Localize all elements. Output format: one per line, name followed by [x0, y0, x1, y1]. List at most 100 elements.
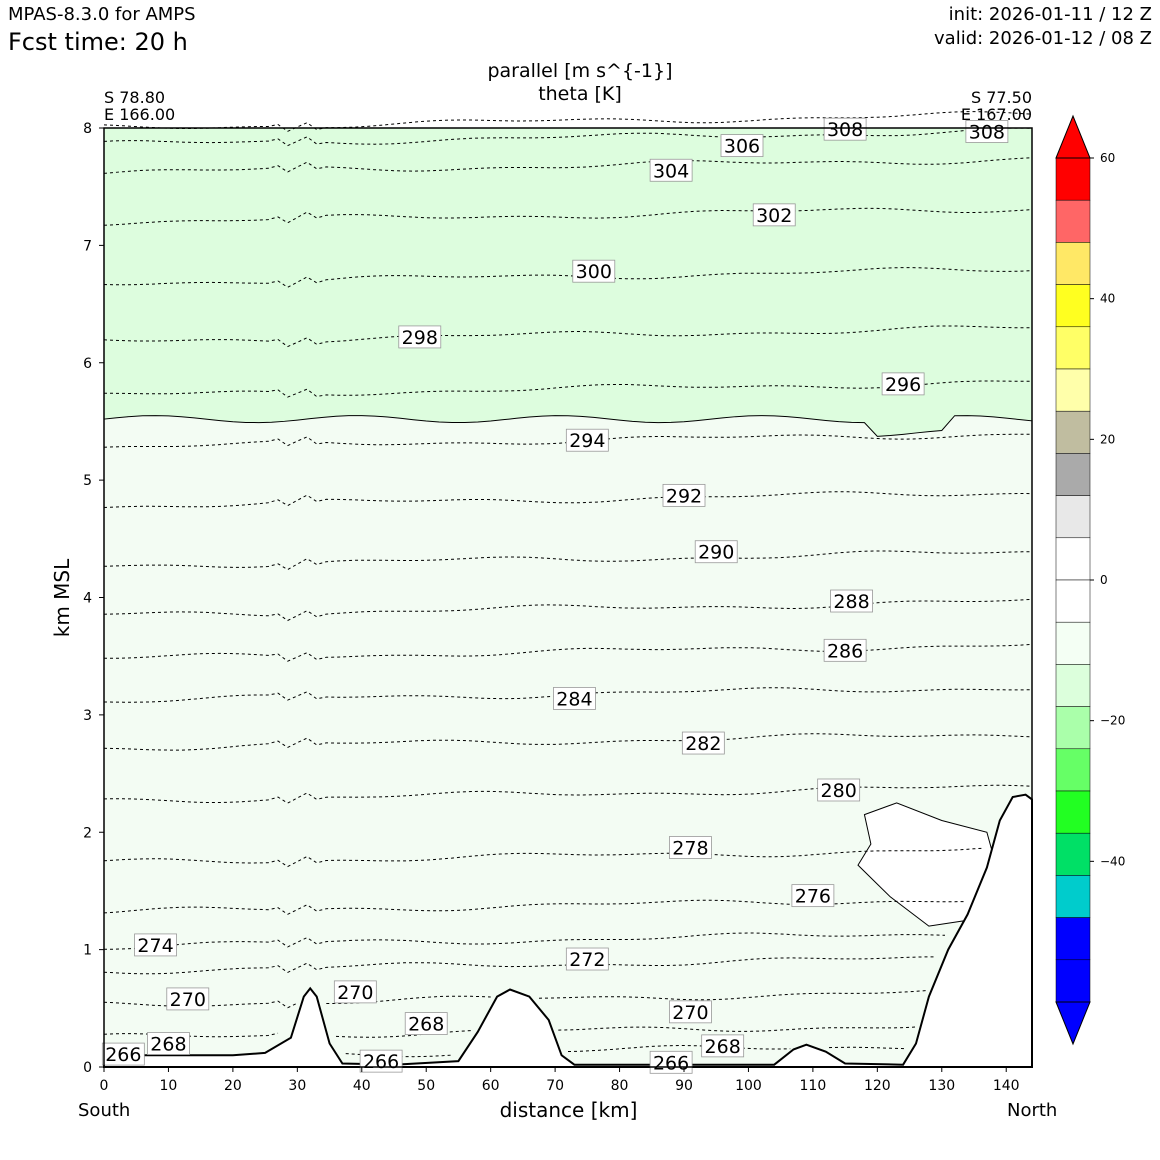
x-tick-label: 30	[288, 1078, 306, 1094]
chart-title-theta: theta [K]	[538, 83, 622, 105]
contour-label: 308	[969, 122, 1005, 144]
contour-label: 270	[170, 989, 206, 1011]
axes-layer: 0 10 20 30 40 50 60 70 80 90 100 110 120 130 140 0 1 2 3 4 5…	[83, 121, 1033, 1094]
x-tick-label: 90	[675, 1078, 693, 1094]
theta-contour-302	[103, 207, 1033, 226]
theta-contour-300	[103, 267, 1033, 288]
contour-label: 274	[137, 935, 173, 957]
colorbar-tick-label: 0	[1100, 573, 1108, 587]
contour-label-box	[565, 428, 609, 452]
colorbar-segment	[1055, 410, 1091, 454]
x-tick-label: 0	[100, 1078, 109, 1094]
end-longitude: E 167.00	[960, 105, 1032, 124]
theta-contour-306	[103, 127, 1033, 147]
contour-label-box	[649, 1050, 693, 1074]
y-tick-label: 1	[83, 943, 92, 959]
x-tick-label: 40	[353, 1078, 371, 1094]
theta-contour-272	[103, 956, 936, 975]
init-time: init: 2026-01-11 / 12 Z	[948, 4, 1152, 25]
contour-label-box	[965, 120, 1009, 143]
contour-label-box	[398, 325, 442, 349]
theta-contour-298	[103, 325, 1033, 348]
x-tick-label: 70	[546, 1078, 564, 1094]
theta-contour-layer	[103, 111, 1033, 1058]
theta-contour-292	[103, 491, 1033, 508]
colorbar-segment	[1055, 621, 1091, 665]
colorbar-segment	[1055, 748, 1091, 792]
contour-label: 276	[795, 886, 831, 908]
contour-label-box	[404, 1012, 448, 1035]
contour-label-box	[333, 980, 377, 1004]
y-tick-label: 8	[83, 121, 92, 137]
contour-label: 270	[672, 1002, 708, 1024]
y-tick-label: 2	[83, 825, 92, 841]
colorbar-segment	[1055, 326, 1091, 370]
contour-label: 266	[363, 1051, 399, 1073]
colorbar-extend-top	[1055, 114, 1091, 159]
colorbar-segment	[1055, 242, 1091, 285]
contour-label: 288	[833, 591, 869, 613]
contour-label-box	[694, 540, 738, 564]
theta-contour-280	[103, 784, 1033, 804]
contour-label-box	[565, 947, 609, 971]
contour-label: 278	[672, 838, 708, 860]
theta-contour-278	[103, 847, 984, 868]
contour-label: 298	[402, 327, 438, 349]
theta-contour-296	[104, 380, 1032, 398]
x-tick-label: 60	[482, 1078, 500, 1094]
x-tick-label: 10	[160, 1078, 178, 1094]
contour-label-box	[720, 134, 764, 158]
start-longitude: E 166.00	[104, 105, 176, 124]
colorbar-tick-label: −20	[1100, 714, 1125, 728]
colorbar-segment	[1055, 453, 1091, 496]
zero-wind-contour	[103, 128, 1033, 437]
contour-label-box	[166, 987, 210, 1011]
contour-label: 268	[408, 1014, 444, 1036]
theta-contour-282	[103, 733, 1033, 751]
terrain-profile	[103, 793, 1033, 1068]
contour-label: 302	[756, 205, 792, 227]
contour-label: 266	[653, 1052, 689, 1074]
colorbar-segment	[1055, 284, 1091, 328]
contour-label: 272	[569, 949, 605, 971]
contour-label-layer: 308 308 306 304 302 300 298 296 294 292 290 288 286 2…	[101, 117, 1009, 1074]
contour-label-box	[817, 778, 861, 802]
contour-label: 296	[885, 374, 921, 396]
contour-label-box	[752, 203, 796, 227]
contour-label: 306	[724, 136, 760, 158]
contour-label: 304	[653, 160, 689, 182]
contour-label: 268	[150, 1034, 186, 1056]
contour-label: 292	[666, 485, 702, 507]
x-tick-label: 120	[864, 1078, 891, 1094]
contour-label-box	[701, 1034, 745, 1058]
colorbar-segment	[1055, 959, 1091, 1003]
colorbar-segment	[1055, 832, 1091, 876]
contour-label: 308	[827, 119, 863, 141]
colorbar-tick-label: 60	[1100, 151, 1115, 165]
y-tick-label: 0	[83, 1060, 92, 1076]
contour-label-box	[649, 158, 693, 182]
wind-fill-layer	[103, 128, 1033, 1067]
theta-contour-290	[103, 550, 1033, 571]
theta-contour-266	[345, 1044, 907, 1058]
start-latitude: S 78.80	[104, 88, 166, 107]
colorbar-segment	[1055, 917, 1091, 961]
south-label: South	[78, 1100, 131, 1121]
contour-label-box	[669, 836, 712, 859]
contour-label-box	[572, 259, 616, 283]
contour-label: 290	[698, 542, 734, 564]
contour-label-box	[830, 589, 873, 613]
colorbar-tick-label: −40	[1100, 854, 1125, 868]
contour-label: 286	[827, 640, 863, 662]
x-tick-label: 20	[224, 1078, 242, 1094]
x-tick-label: 80	[611, 1078, 629, 1094]
colorbar-segment	[1055, 875, 1091, 918]
y-tick-label: 6	[83, 356, 92, 372]
north-label: North	[1007, 1100, 1058, 1121]
colorbar-segment	[1055, 706, 1091, 750]
colorbar-segment	[1055, 199, 1091, 243]
contour-label: 300	[576, 261, 612, 283]
contour-label: 268	[705, 1036, 741, 1058]
model-name: MPAS-8.3.0 for AMPS	[8, 4, 196, 25]
